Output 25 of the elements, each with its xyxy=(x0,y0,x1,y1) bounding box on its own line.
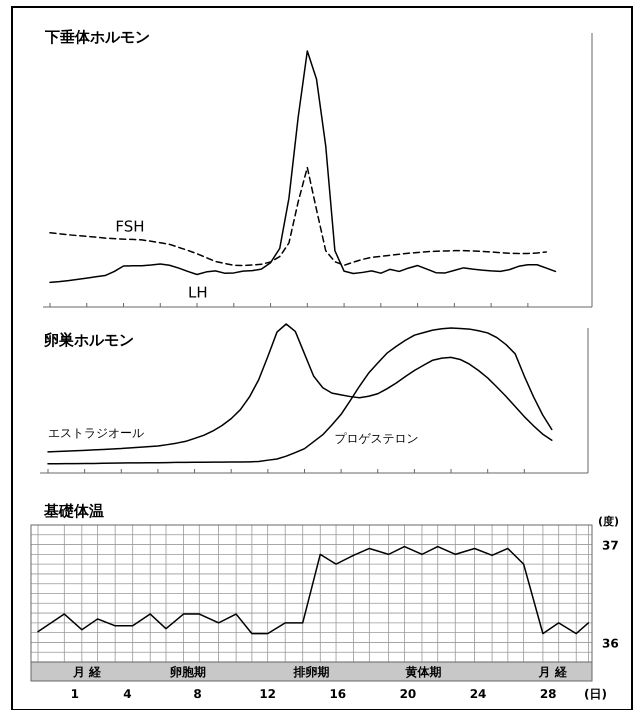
series-label: FSH xyxy=(115,218,144,236)
text: 黄体期 xyxy=(404,665,442,679)
series-label: プロゲステロン xyxy=(334,432,418,446)
x-tick-label: 8 xyxy=(193,687,202,701)
x-tick-label: 1 xyxy=(70,687,80,701)
y-tick-label: 36 xyxy=(602,636,619,650)
x-tick-label: 16 xyxy=(329,687,346,701)
text: 月 経 xyxy=(538,665,568,679)
series-label: LH xyxy=(188,283,208,302)
x-tick-label: 24 xyxy=(470,687,486,701)
x-tick-label: 4 xyxy=(123,687,132,701)
chart-title: 基礎体温 xyxy=(43,502,104,520)
x-tick-label: 12 xyxy=(259,687,276,701)
x-tick-label: 28 xyxy=(540,687,557,701)
y-tick-label: 37 xyxy=(602,538,619,553)
series-label: エストラジオール xyxy=(48,426,144,440)
x-axis-title: (日) xyxy=(584,687,607,701)
text: 卵巣ホルモン xyxy=(43,331,134,349)
text: 排卵期 xyxy=(292,665,330,679)
line-series xyxy=(37,546,590,634)
text: 卵胞期 xyxy=(169,665,206,679)
x-tick-label: 20 xyxy=(400,687,416,701)
chart-title: 下垂体ホルモン xyxy=(44,28,150,46)
y-axis-title: (度) xyxy=(598,515,620,528)
text: 月 経 xyxy=(72,665,102,679)
